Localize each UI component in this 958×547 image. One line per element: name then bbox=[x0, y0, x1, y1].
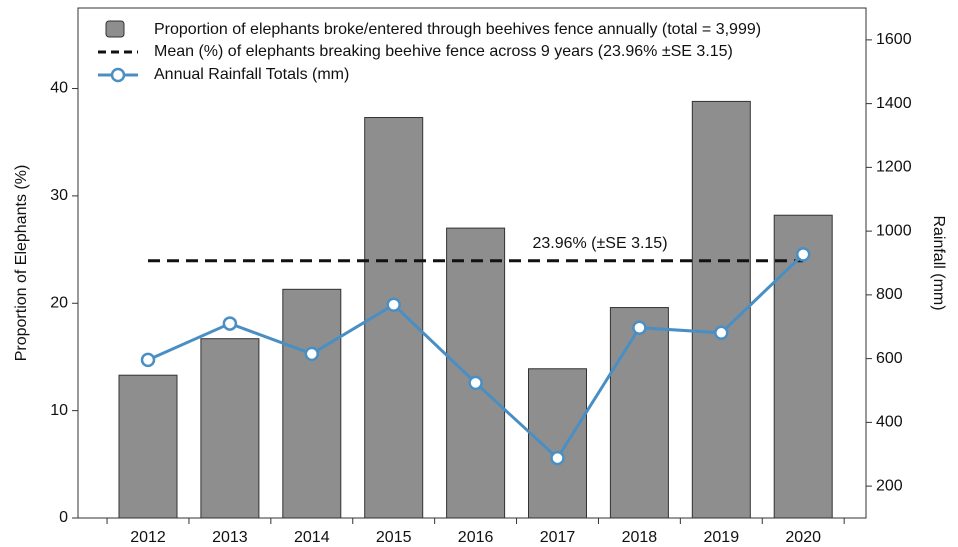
bar bbox=[691, 100, 751, 519]
bar bbox=[528, 368, 587, 519]
x-tick-label: 2018 bbox=[622, 529, 658, 546]
rainfall-point bbox=[632, 320, 647, 335]
rainfall-point bbox=[550, 450, 565, 466]
bar bbox=[200, 338, 260, 519]
y2-tick-label: 1000 bbox=[876, 222, 912, 239]
x-tick-label: 2012 bbox=[130, 529, 166, 546]
y-tick-label: 0 bbox=[59, 509, 68, 526]
x-tick-label: 2019 bbox=[704, 529, 740, 546]
x-tick-label: 2013 bbox=[212, 529, 248, 546]
legend-swatch bbox=[105, 20, 125, 38]
y2-tick-label: 1200 bbox=[876, 159, 912, 176]
bar bbox=[118, 374, 178, 519]
rainfall-point bbox=[140, 352, 156, 368]
y-tick-label: 40 bbox=[50, 80, 68, 97]
x-tick-label: 2017 bbox=[540, 529, 576, 546]
bar bbox=[609, 307, 669, 519]
rainfall-point bbox=[714, 325, 729, 341]
legend-swatch bbox=[110, 67, 126, 83]
x-tick-label: 2016 bbox=[458, 529, 494, 546]
bar bbox=[773, 214, 833, 519]
bar bbox=[282, 288, 342, 519]
x-tick-label: 2020 bbox=[785, 529, 821, 546]
x-tick-label: 2014 bbox=[294, 529, 330, 546]
y-tick-label: 10 bbox=[50, 402, 68, 419]
legend-label: Mean (%) of elephants breaking beehive f… bbox=[154, 43, 733, 60]
y2-tick-label: 200 bbox=[876, 477, 903, 494]
rainfall-point bbox=[222, 316, 238, 331]
legend-label: Annual Rainfall Totals (mm) bbox=[154, 66, 349, 83]
y2-axis-label: Rainfall (mm) bbox=[930, 215, 947, 310]
y-axis-label: Proportion of Elephants (%) bbox=[13, 165, 30, 362]
y2-tick-label: 600 bbox=[876, 350, 903, 367]
rainfall-point bbox=[386, 297, 401, 313]
y2-tick-label: 800 bbox=[876, 286, 903, 303]
y-tick-label: 30 bbox=[50, 187, 68, 204]
mean-annotation: 23.96% (±SE 3.15) bbox=[532, 235, 667, 252]
y2-tick-label: 400 bbox=[876, 414, 903, 431]
legend-label: Proportion of elephants broke/entered th… bbox=[154, 21, 761, 38]
y2-tick-label: 1600 bbox=[876, 31, 912, 48]
rainfall-point bbox=[795, 247, 811, 262]
bar bbox=[446, 227, 506, 519]
x-tick-label: 2015 bbox=[376, 529, 412, 546]
rainfall-point bbox=[468, 375, 483, 391]
y-tick-label: 20 bbox=[50, 294, 68, 311]
y2-tick-label: 1400 bbox=[876, 95, 912, 112]
rainfall-point bbox=[304, 346, 320, 362]
